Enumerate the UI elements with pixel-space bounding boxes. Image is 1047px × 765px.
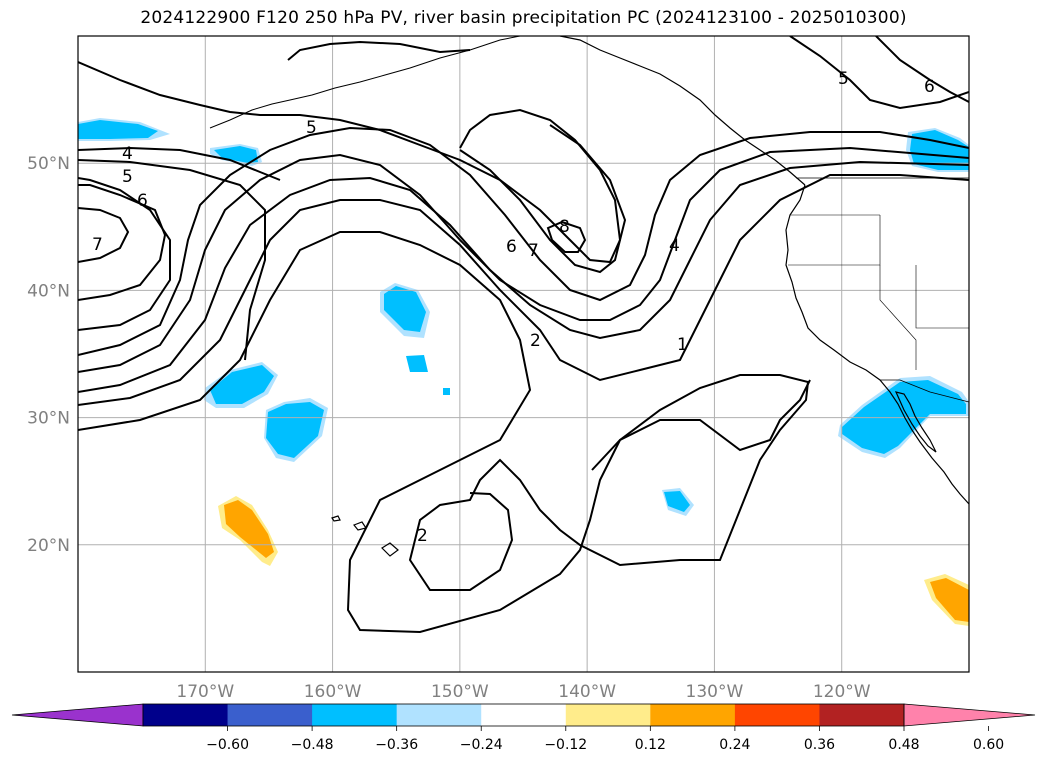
baja-peninsula [894, 391, 937, 453]
latitude-tick-label: 20°N [27, 536, 70, 556]
colorbar-segment [312, 704, 398, 726]
contour-label: 2 [417, 526, 428, 546]
pos-anomaly-mexico-core [930, 578, 969, 622]
contour-line [78, 146, 281, 181]
hawaii-oahu [353, 521, 367, 531]
longitude-tick-label: 140°W [558, 682, 616, 702]
hawaii-big-island [381, 542, 399, 557]
contour-line [78, 231, 811, 634]
latitude-tick-label: 40°N [27, 281, 70, 301]
north-american-west-coast [785, 184, 969, 505]
contour-line [78, 207, 130, 263]
contour-line [875, 36, 969, 103]
map-frame [77, 35, 970, 673]
colorbar-segment [227, 704, 313, 726]
colorbar: −0.60 −0.48 −0.36 −0.24 −0.12 0.12 0.24 0.36 0.4… [11, 703, 1036, 753]
colorbar-tick-label: −0.48 [291, 737, 334, 753]
contour-label: 7 [92, 235, 103, 255]
colorbar-segment [396, 704, 482, 726]
colorbar-tick-label: −0.12 [544, 737, 587, 753]
longitude-labels: 170°W 160°W 150°W 140°W 130°W 120°W [176, 682, 870, 702]
colorbar-segment [650, 704, 736, 726]
coastlines [209, 36, 969, 557]
contour-label: 1 [677, 335, 688, 355]
colorbar-tick-label: −0.24 [460, 737, 503, 753]
contour-line [78, 159, 266, 361]
contour-label: 4 [122, 144, 133, 164]
contour-labels: 5 4 5 6 7 5 6 8 7 6 4 2 1 2 [92, 69, 935, 546]
colorbar-extend-high [903, 703, 1036, 727]
colorbar-segment [734, 704, 820, 726]
alaska-coast [559, 36, 806, 186]
latitude-labels: 20°N 30°N 40°N 50°N [27, 154, 70, 556]
colorbar-tick-label: 0.12 [635, 737, 666, 753]
colorbar-tick-label: 0.36 [804, 737, 835, 753]
map-title: 2024122900 F120 250 hPa PV, river basin … [140, 8, 907, 28]
longitude-tick-label: 160°W [304, 682, 362, 702]
colorbar-tick-label: −0.60 [206, 737, 249, 753]
contour-label: 5 [122, 167, 133, 187]
contour-line [78, 184, 167, 301]
contour-label: 6 [137, 191, 148, 211]
neg-anomaly-west-a-core [210, 365, 274, 404]
hawaii-kauai [331, 515, 341, 522]
graticule [78, 36, 969, 672]
contour-label: 5 [838, 69, 849, 89]
contour-line [408, 374, 810, 591]
contour-line [78, 146, 969, 373]
colorbar-tick-label: 0.24 [719, 737, 750, 753]
contour-line [78, 126, 969, 356]
latitude-tick-label: 30°N [27, 409, 70, 429]
neg-anomaly-small-north-core [214, 146, 258, 163]
colorbar-segment [481, 704, 567, 726]
precip-anomaly-fills [78, 118, 969, 626]
longitude-tick-label: 120°W [813, 682, 871, 702]
colorbar-segment [565, 704, 651, 726]
contour-line [459, 124, 627, 274]
contour-line [789, 36, 969, 110]
contour-label: 6 [924, 77, 935, 97]
colorbar-tick-label: −0.36 [375, 737, 418, 753]
contour-line [287, 40, 471, 61]
neg-anomaly-west-b-core [266, 402, 324, 458]
longitude-tick-label: 170°W [176, 682, 234, 702]
neg-anomaly-central-small [406, 355, 428, 372]
state-border-ca-nv [879, 265, 917, 370]
colorbar-extend-low [11, 703, 144, 727]
neg-anomaly-dot [443, 388, 450, 395]
pos-anomaly-west-core [224, 500, 274, 558]
contour-label: 6 [506, 237, 517, 257]
neg-anomaly-gulf-alaska-west-core [78, 120, 158, 139]
contour-line [78, 174, 969, 406]
neg-anomaly-east-small-core [664, 491, 690, 512]
longitude-tick-label: 150°W [431, 682, 489, 702]
neg-anomaly-central-north-core [384, 286, 426, 332]
colorbar-tick-label: 0.60 [973, 737, 1004, 753]
colorbar-tick-label: 0.48 [888, 737, 919, 753]
contour-label: 4 [669, 236, 680, 256]
contour-line [78, 177, 171, 331]
pv-contours [78, 36, 969, 634]
contour-label: 5 [306, 118, 317, 138]
contour-line [78, 61, 622, 264]
state-border-or-ca [788, 215, 881, 266]
contour-label: 2 [530, 331, 541, 351]
colorbar-frame [142, 703, 905, 727]
contour-label: 8 [559, 217, 570, 237]
latitude-tick-label: 50°N [27, 154, 70, 174]
state-border-nv-id [915, 265, 969, 329]
colorbar-segment [143, 704, 229, 726]
contour-label: 7 [528, 241, 539, 261]
us-mexico-border [880, 379, 969, 403]
longitude-tick-label: 130°W [686, 682, 744, 702]
contour-line [546, 220, 587, 253]
colorbar-segment [819, 704, 905, 726]
